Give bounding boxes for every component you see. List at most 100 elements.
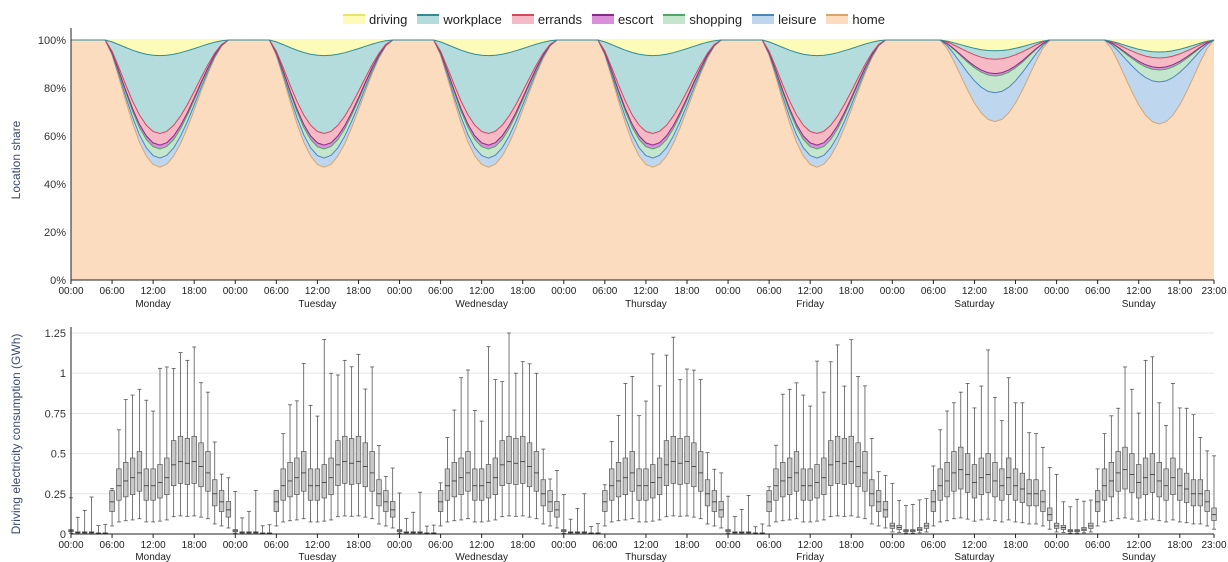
x-bottom-tick-label: 00:00 [551,540,576,551]
box [136,451,143,492]
box [615,462,622,498]
box [191,435,197,484]
x-top-tick-label: 18:00 [510,286,535,297]
box-plot [807,405,813,523]
box [157,464,163,499]
day-label-top: Sunday [1122,299,1156,310]
area-driving [71,40,1214,56]
day-label-bottom: Friday [796,552,824,562]
box-plot [143,399,149,523]
box [629,451,635,492]
box-plot [533,372,540,520]
box-plot [355,353,362,517]
box-plot [253,490,259,534]
box-plot [759,523,765,535]
box-plot [1183,407,1190,524]
box-plot [869,438,875,525]
legend-item-driving: driving [343,10,407,28]
legend-label: errands [537,11,582,27]
x-bottom-tick-label: 12:00 [141,540,166,551]
x-bottom-tick-label: 06:00 [757,540,782,551]
box [280,468,286,501]
box [684,435,690,484]
box [335,440,341,486]
legend-item-escort: escort [591,10,653,28]
box [1026,479,1032,507]
box [1211,507,1217,521]
legend-label: home [852,11,885,27]
box-plot [964,383,971,520]
x-top-tick-label: 12:00 [1126,286,1151,297]
x-top-tick-label: 18:00 [1003,286,1028,297]
box [554,501,560,518]
y-tick-label-bottom: 0 [60,529,66,541]
y-tick-label-bottom: 1 [60,368,66,380]
box [787,457,793,495]
box-plot [1142,359,1149,521]
box [978,457,984,495]
box-plot [745,495,752,534]
box [369,451,375,492]
box-plot [328,372,334,521]
box [1019,472,1026,503]
box-plot [595,523,601,535]
box [1040,490,1046,512]
box [109,490,115,512]
box-plot [129,394,136,521]
box-plot [636,415,642,523]
box-plot [1101,433,1108,523]
box [177,435,184,484]
box [1033,479,1039,507]
legend-swatch-errands [511,14,534,24]
box-plot [1108,415,1114,522]
x-top-tick-label: 12:00 [141,286,166,297]
box-plot [793,382,800,520]
x-bottom-tick-label: 12:00 [469,540,494,551]
box-plot [766,486,772,527]
x-bottom-tick-label: 06:00 [428,540,453,551]
box [828,440,834,486]
box-plot [212,441,218,525]
box-plot [239,517,245,534]
box-plot [602,484,608,527]
box [513,438,519,485]
box-plot [218,473,225,527]
box-plot [1067,506,1073,534]
box [1190,479,1197,507]
box-plot [971,407,978,522]
box [766,490,772,512]
box-plot [561,494,567,534]
box-plot [424,525,430,535]
box-plot [485,346,492,522]
box-plot [266,524,273,535]
x-top-tick-label: 00:00 [223,286,248,297]
x-bottom-tick-label: 00:00 [716,540,741,551]
box-plot [1115,407,1121,520]
x-bottom-tick-label: 00:00 [1044,540,1069,551]
box-plot [1136,412,1142,522]
box [287,462,293,498]
box [800,468,806,501]
box-plot [773,444,779,523]
y-tick-label-top: 20% [44,227,66,239]
box [355,435,362,484]
box-plot [1094,468,1101,527]
box-plot [75,516,81,534]
x-top-tick-label: 00:00 [716,286,741,297]
box-plot [985,349,991,520]
legend-swatch-workplace [417,14,440,24]
x-top-tick-label: 12:00 [962,286,987,297]
box-plot [1156,402,1162,522]
box-plot [1006,377,1012,521]
box-plot [458,377,464,521]
y-tick-label-top: 80% [44,83,66,95]
box [472,468,478,501]
box-plot [875,471,882,527]
box-plot [246,510,252,534]
box [1163,468,1169,501]
x-top-tick-label: 06:00 [1085,286,1110,297]
box [780,462,786,498]
box [1156,462,1162,498]
box [540,479,546,507]
legend-item-errands: errands [511,10,582,28]
